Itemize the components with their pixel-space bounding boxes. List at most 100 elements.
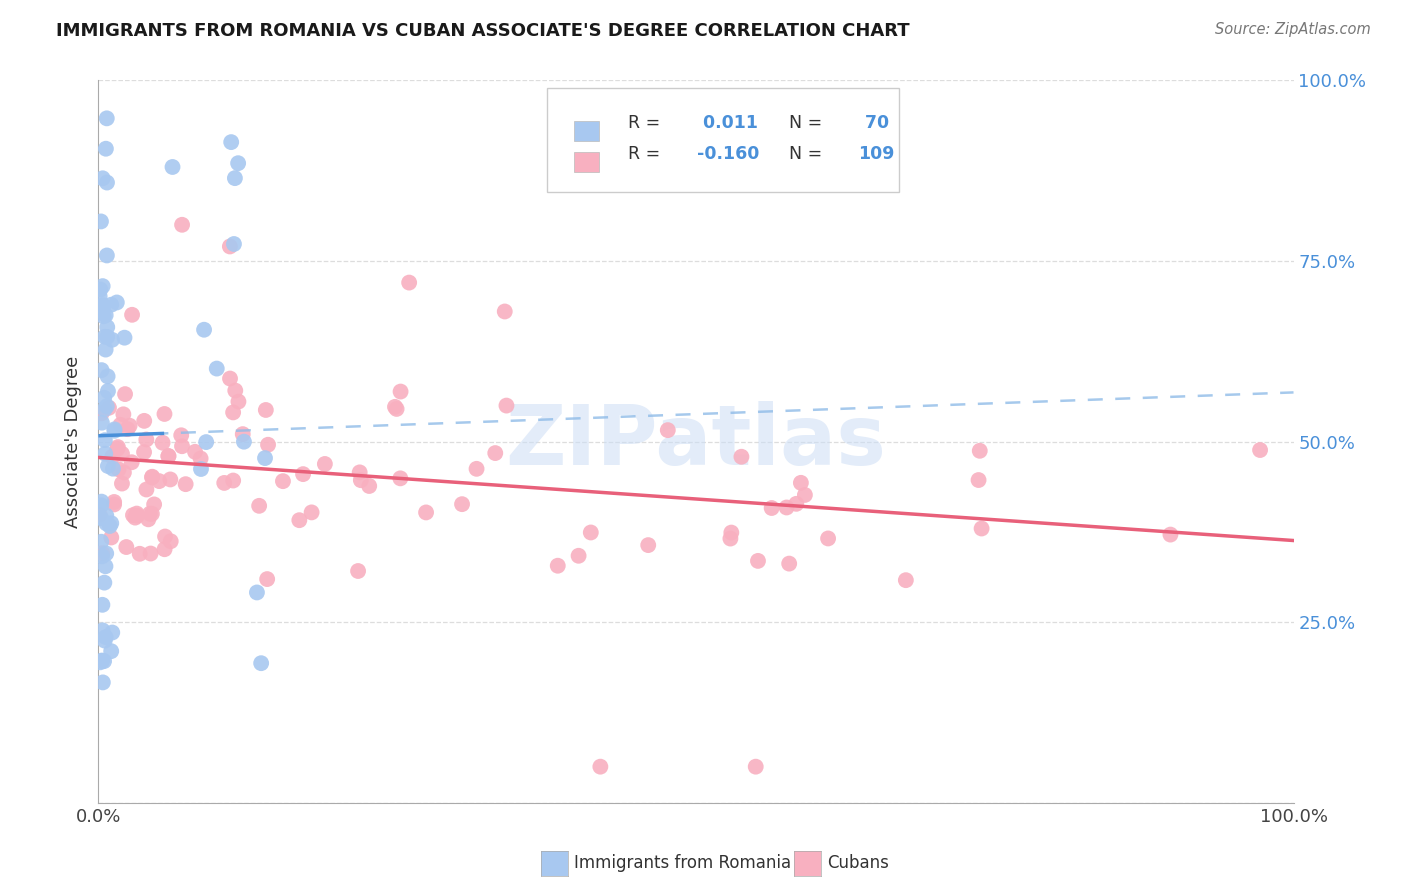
Point [103,422,125,436]
Point [90,511,112,525]
Point [118,418,141,433]
Point [637,538,659,552]
Point [91,598,114,612]
Point [107,462,129,476]
Point [121,455,143,469]
Point [90,416,112,430]
Point [579,525,602,540]
Point [90,654,112,668]
Point [91,654,114,668]
Point [970,521,993,535]
Point [96,508,118,523]
Point [495,399,517,413]
Text: ZIPatlas: ZIPatlas [506,401,886,482]
Point [415,505,437,519]
Point [384,400,406,414]
Point [89,656,111,670]
Point [212,475,235,490]
Point [93,310,115,324]
Point [89,283,111,297]
Point [190,451,212,466]
Point [93,402,115,417]
Point [90,534,112,549]
Point [219,135,242,149]
Point [91,301,114,315]
Point [91,624,114,638]
Point [465,462,488,476]
Point [292,467,315,482]
Point [124,510,146,524]
Point [94,142,117,156]
Point [271,474,294,488]
Point [94,308,117,322]
Point [138,512,160,526]
Y-axis label: Associate's Degree: Associate's Degree [65,355,83,528]
Point [184,445,207,459]
Point [153,542,176,557]
Point [103,495,125,509]
Point [98,401,121,415]
Text: -0.160: -0.160 [697,145,759,163]
Point [349,466,371,480]
Point [159,534,181,549]
Point [153,529,176,543]
Text: 109: 109 [859,145,894,163]
Text: Cubans: Cubans [827,855,889,872]
Point [228,394,250,409]
Point [224,171,246,186]
Point [91,546,114,560]
Text: 0.011: 0.011 [697,114,758,132]
Point [219,239,242,253]
Point [89,289,111,303]
Point [90,494,112,508]
Point [97,369,120,384]
Point [96,248,118,262]
Point [125,507,148,521]
Point [93,575,115,590]
Text: R =: R = [628,114,665,132]
Point [195,435,218,450]
Point [547,558,569,573]
Point [121,308,143,322]
Point [153,407,176,421]
Point [127,508,149,523]
Point [114,387,136,401]
Point [389,384,412,399]
Point [91,171,114,186]
Point [172,218,194,232]
Point [91,549,114,564]
FancyBboxPatch shape [574,120,599,141]
Point [135,433,157,447]
Point [91,298,114,312]
Point [132,445,155,459]
Point [494,304,516,318]
Point [350,473,373,487]
Point [174,477,197,491]
Text: IMMIGRANTS FROM ROMANIA VS CUBAN ASSOCIATE'S DEGREE CORRELATION CHART: IMMIGRANTS FROM ROMANIA VS CUBAN ASSOCIA… [56,22,910,40]
Point [97,384,120,398]
Point [94,330,117,344]
Point [143,497,166,511]
Point [141,469,163,483]
Point [761,501,783,516]
Point [451,497,474,511]
Point [96,516,118,531]
Text: N =: N = [789,114,828,132]
Point [657,423,679,437]
Point [100,531,122,545]
Point [253,451,276,466]
Text: Immigrants from Romania: Immigrants from Romania [574,855,790,872]
Point [162,160,184,174]
Point [93,633,115,648]
Point [205,361,228,376]
Point [111,447,134,461]
Point [94,343,117,357]
Point [96,399,118,413]
Point [568,549,591,563]
Text: N =: N = [789,145,828,163]
Text: R =: R = [628,145,665,163]
Point [778,557,800,571]
Point [103,497,125,511]
Point [775,500,797,515]
Point [790,475,813,490]
